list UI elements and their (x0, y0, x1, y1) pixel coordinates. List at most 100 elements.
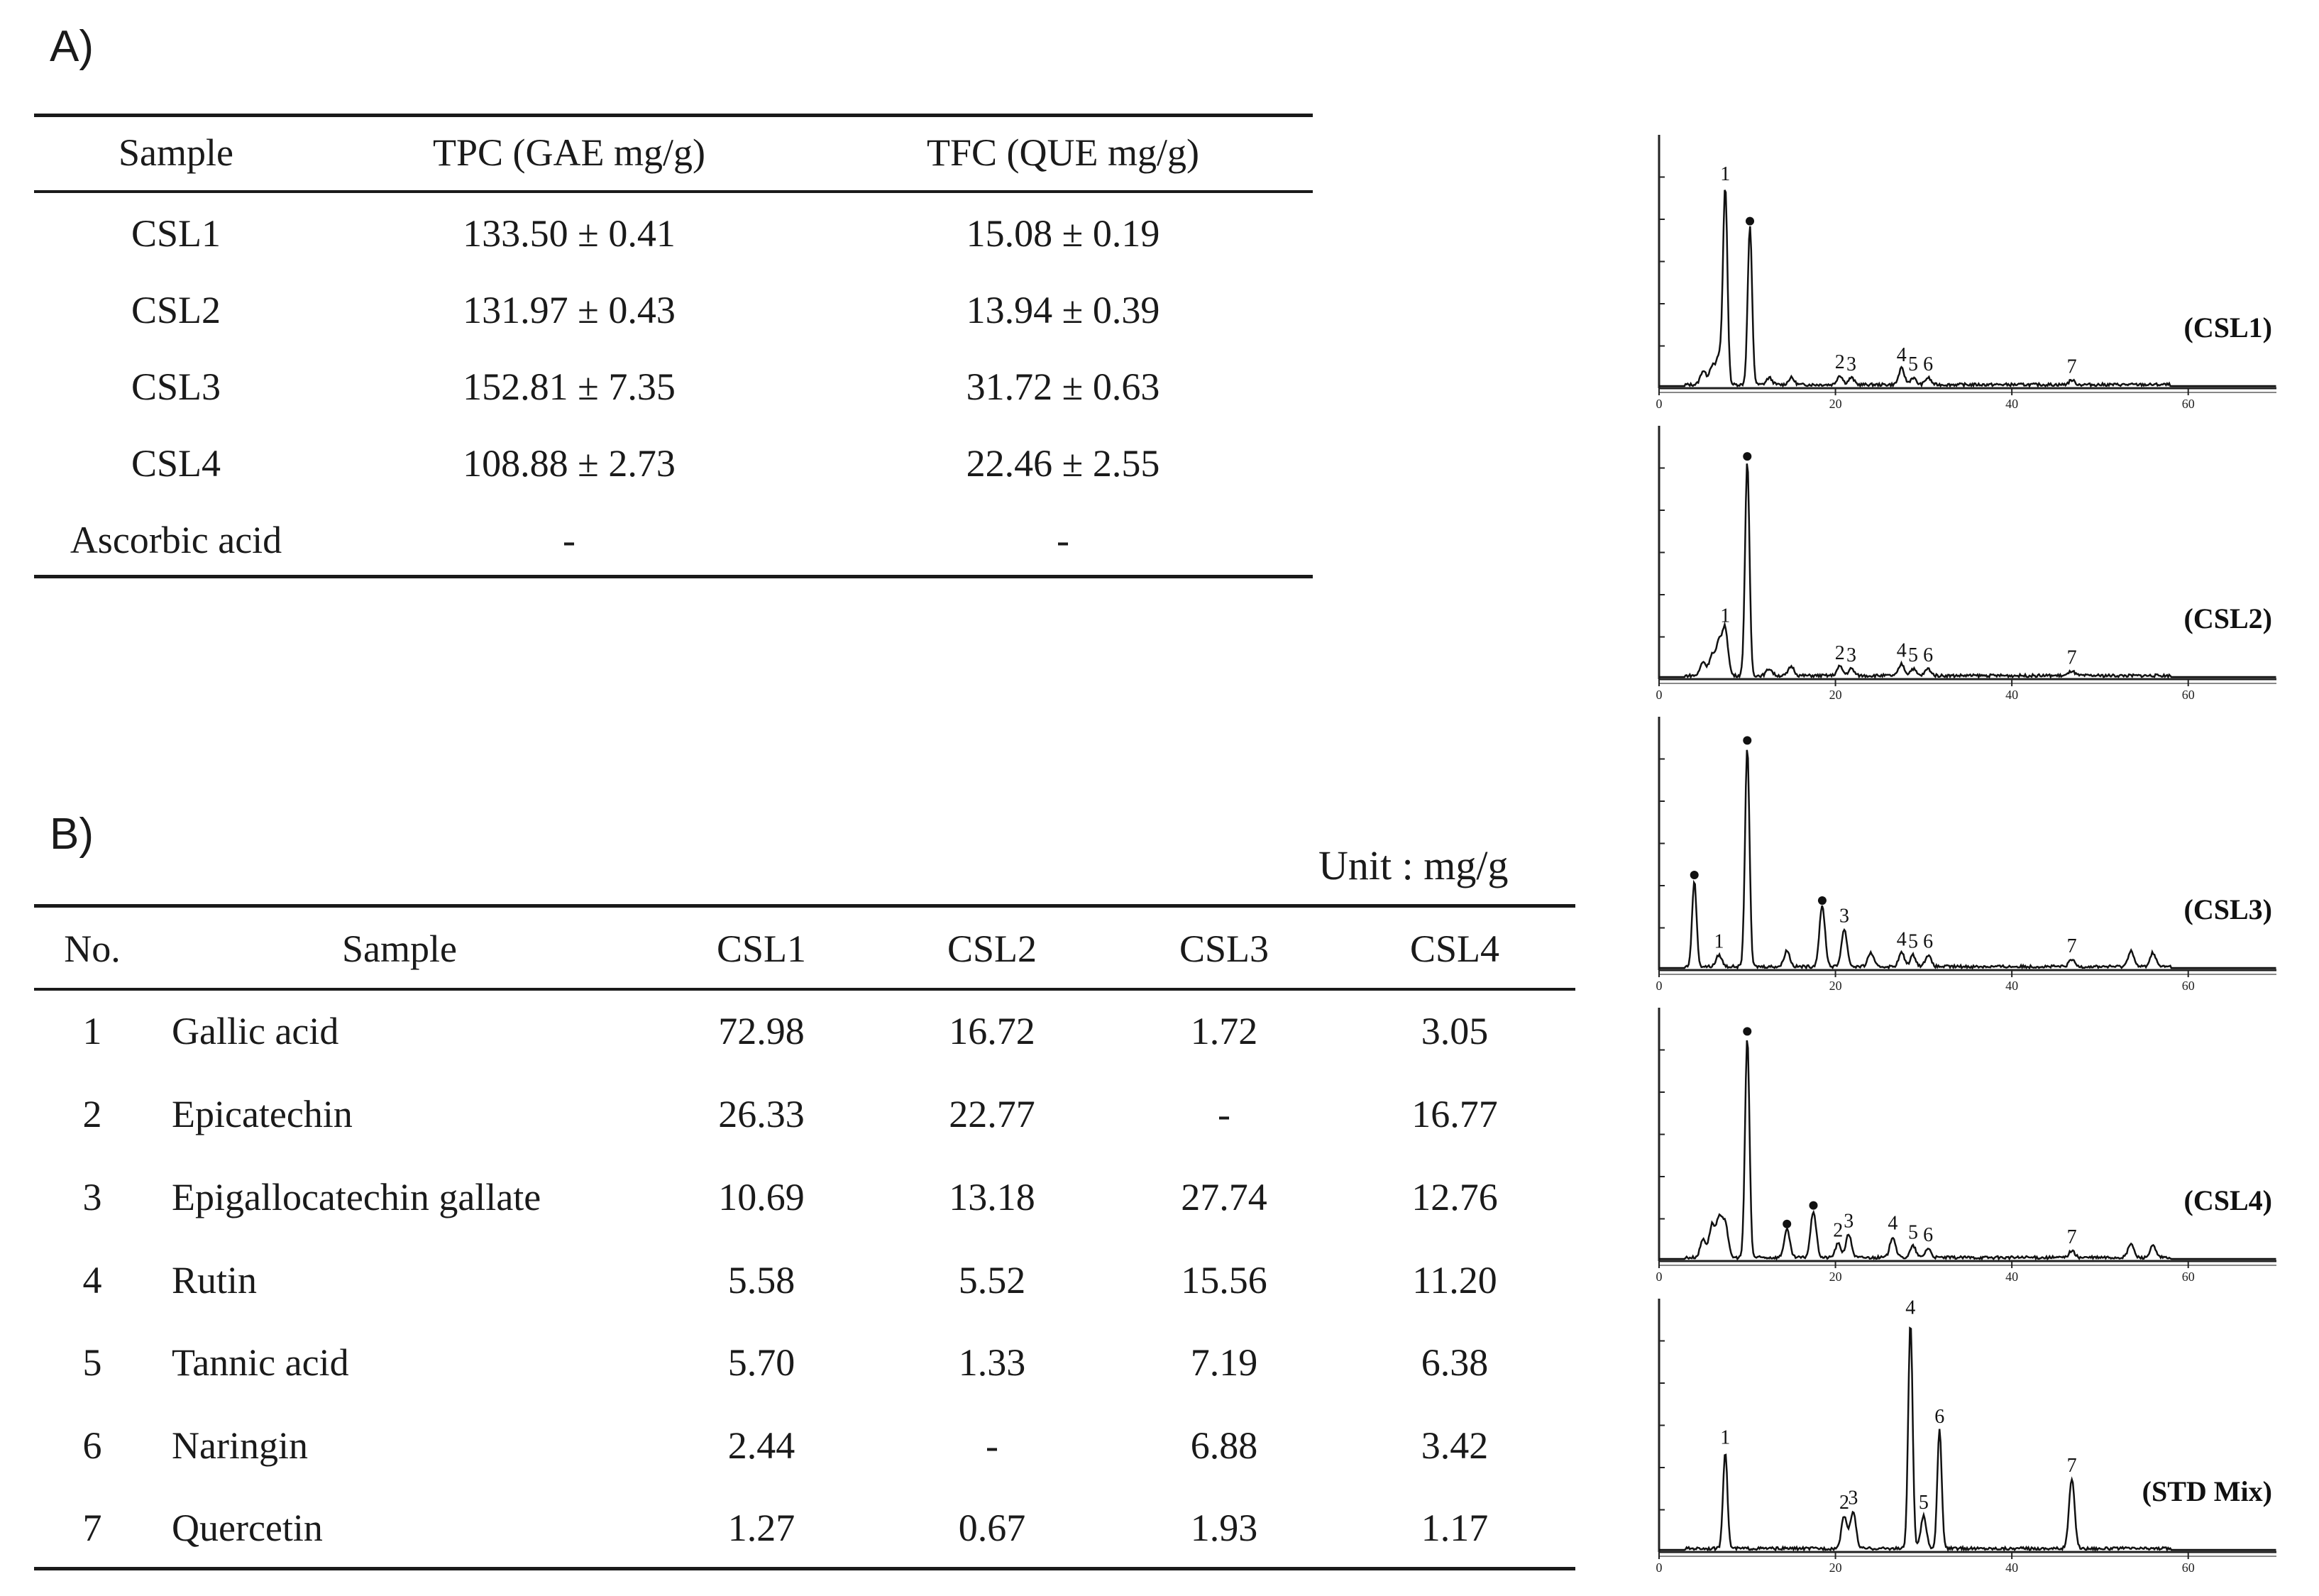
chromatogram-sample-label: (CSL3) (2184, 893, 2272, 925)
table-b-cell: 15.56 (1181, 1259, 1267, 1301)
table-b-cell-no: 1 (82, 1010, 102, 1052)
x-tick-label: 0 (1656, 1561, 1663, 1575)
peak-label: 4 (1897, 640, 1907, 662)
x-tick-label: 60 (2182, 979, 2195, 993)
chromatogram-trace (1659, 189, 2276, 388)
table-b-header-no: No. (64, 928, 121, 970)
peak-label: 6 (1934, 1406, 1944, 1428)
peak-marker (1690, 871, 1699, 880)
table-a-cell: 133.50 ± 0.41 (463, 212, 676, 255)
table-b-cell: 2.44 (727, 1424, 795, 1467)
peak-marker (1743, 452, 1752, 461)
peak-label: 5 (1908, 644, 1918, 666)
table-a-cell: - (1057, 519, 1069, 561)
peak-label: 7 (2067, 1226, 2077, 1248)
peak-label: 2 (1835, 642, 1845, 664)
peak-marker (1746, 216, 1755, 226)
table-a-cell: 13.94 ± 0.39 (966, 289, 1160, 331)
table-b-cell: 1.27 (727, 1507, 795, 1549)
table-a-cell: CSL4 (131, 442, 221, 485)
table-b-cell-no: 2 (82, 1093, 102, 1135)
table-b-cell: 26.33 (718, 1093, 805, 1135)
table-a-header-sample: Sample (119, 131, 233, 174)
table-b-cell: - (986, 1424, 998, 1467)
x-tick-label: 60 (2182, 1270, 2195, 1284)
table-a-cell: Ascorbic acid (70, 519, 282, 561)
table-b-cell: 1.33 (958, 1341, 1026, 1384)
peak-marker (1743, 1027, 1752, 1036)
table-a-cell: 31.72 ± 0.63 (966, 365, 1160, 408)
table-a-cell: CSL3 (131, 365, 221, 408)
x-tick-label: 20 (1829, 397, 1842, 411)
table-a-cell: 108.88 ± 2.73 (463, 442, 676, 485)
table-b-cell-compound: Gallic acid (172, 1010, 339, 1052)
table-a-cell: CSL1 (131, 212, 221, 255)
table-b-cell: 72.98 (718, 1010, 805, 1052)
table-a-cell: CSL2 (131, 289, 221, 331)
x-tick-label: 40 (2005, 1270, 2018, 1284)
table-a-cell: 15.08 ± 0.19 (966, 212, 1160, 255)
table-a-cell: 22.46 ± 2.55 (966, 442, 1160, 485)
peak-label: 4 (1897, 928, 1907, 950)
table-b-cell: 12.76 (1411, 1176, 1498, 1218)
x-tick-label: 40 (2005, 397, 2018, 411)
table-b-cell-compound: Naringin (172, 1424, 308, 1467)
table-b-cell: 10.69 (718, 1176, 805, 1218)
table-b-cell: 27.74 (1181, 1176, 1267, 1218)
peak-label: 7 (2067, 646, 2077, 668)
table-a-cell: - (563, 519, 575, 561)
peak-label: 1 (1714, 931, 1724, 953)
x-tick-label: 0 (1656, 979, 1663, 993)
chromatogram-trace (1659, 749, 2276, 970)
x-tick-label: 60 (2182, 397, 2195, 411)
table-b-cell: 6.38 (1421, 1341, 1489, 1384)
chromatogram-sample-label: (CSL2) (2184, 602, 2272, 634)
peak-label: 7 (2067, 356, 2077, 378)
chromatogram-trace (1659, 463, 2276, 680)
peak-marker (1817, 896, 1827, 905)
table-a-cell: 152.81 ± 7.35 (463, 365, 676, 408)
x-tick-label: 0 (1656, 688, 1663, 702)
table-b-cell: 11.20 (1412, 1259, 1497, 1301)
x-tick-label: 20 (1829, 979, 1842, 993)
x-tick-label: 0 (1656, 1270, 1663, 1284)
x-tick-label: 20 (1829, 1561, 1842, 1575)
chromatogram-sample-label: (STD Mix) (2142, 1475, 2272, 1507)
table-b-header-csl2: CSL2 (947, 928, 1037, 970)
x-tick-label: 20 (1829, 1270, 1842, 1284)
table-b-cell: 6.88 (1190, 1424, 1258, 1467)
table-b-bottom-rule (34, 1567, 1575, 1570)
table-b-cell: 5.58 (727, 1259, 795, 1301)
x-tick-label: 40 (2005, 688, 2018, 702)
x-tick-label: 20 (1829, 688, 1842, 702)
peak-label: 5 (1908, 353, 1918, 375)
peak-label: 7 (2067, 1455, 2077, 1477)
peak-label: 7 (2067, 935, 2077, 957)
table-b-cell-no: 5 (82, 1341, 102, 1384)
peak-label: 3 (1839, 906, 1849, 928)
peak-label: 6 (1923, 353, 1933, 375)
table-b-cell: 13.18 (949, 1176, 1035, 1218)
table-a-header-rule (34, 190, 1313, 193)
peak-label: 3 (1844, 1210, 1853, 1232)
table-b-cell: 1.17 (1421, 1507, 1489, 1549)
table-b-header-csl3: CSL3 (1179, 928, 1269, 970)
peak-label: 1 (1720, 163, 1730, 185)
peak-marker (1783, 1219, 1792, 1228)
table-b-cell: - (1218, 1093, 1230, 1135)
peak-label: 6 (1923, 1224, 1933, 1246)
table-b-cell: 1.93 (1190, 1507, 1258, 1549)
table-b-cell-compound: Tannic acid (172, 1341, 349, 1384)
panel-a-label: A) (50, 22, 94, 71)
table-a-bottom-rule (34, 575, 1313, 578)
chromatogram-sample-label: (CSL4) (2184, 1184, 2272, 1216)
table-b-cell: 3.05 (1421, 1010, 1489, 1052)
x-tick-label: 60 (2182, 1561, 2195, 1575)
peak-label: 1 (1720, 1427, 1730, 1449)
panel-b-label: B) (50, 810, 94, 859)
table-b-cell-compound: Quercetin (172, 1507, 323, 1549)
peak-label: 4 (1897, 344, 1907, 366)
x-tick-label: 40 (2005, 979, 2018, 993)
table-a-header-tfc: TFC (QUE mg/g) (927, 131, 1199, 174)
